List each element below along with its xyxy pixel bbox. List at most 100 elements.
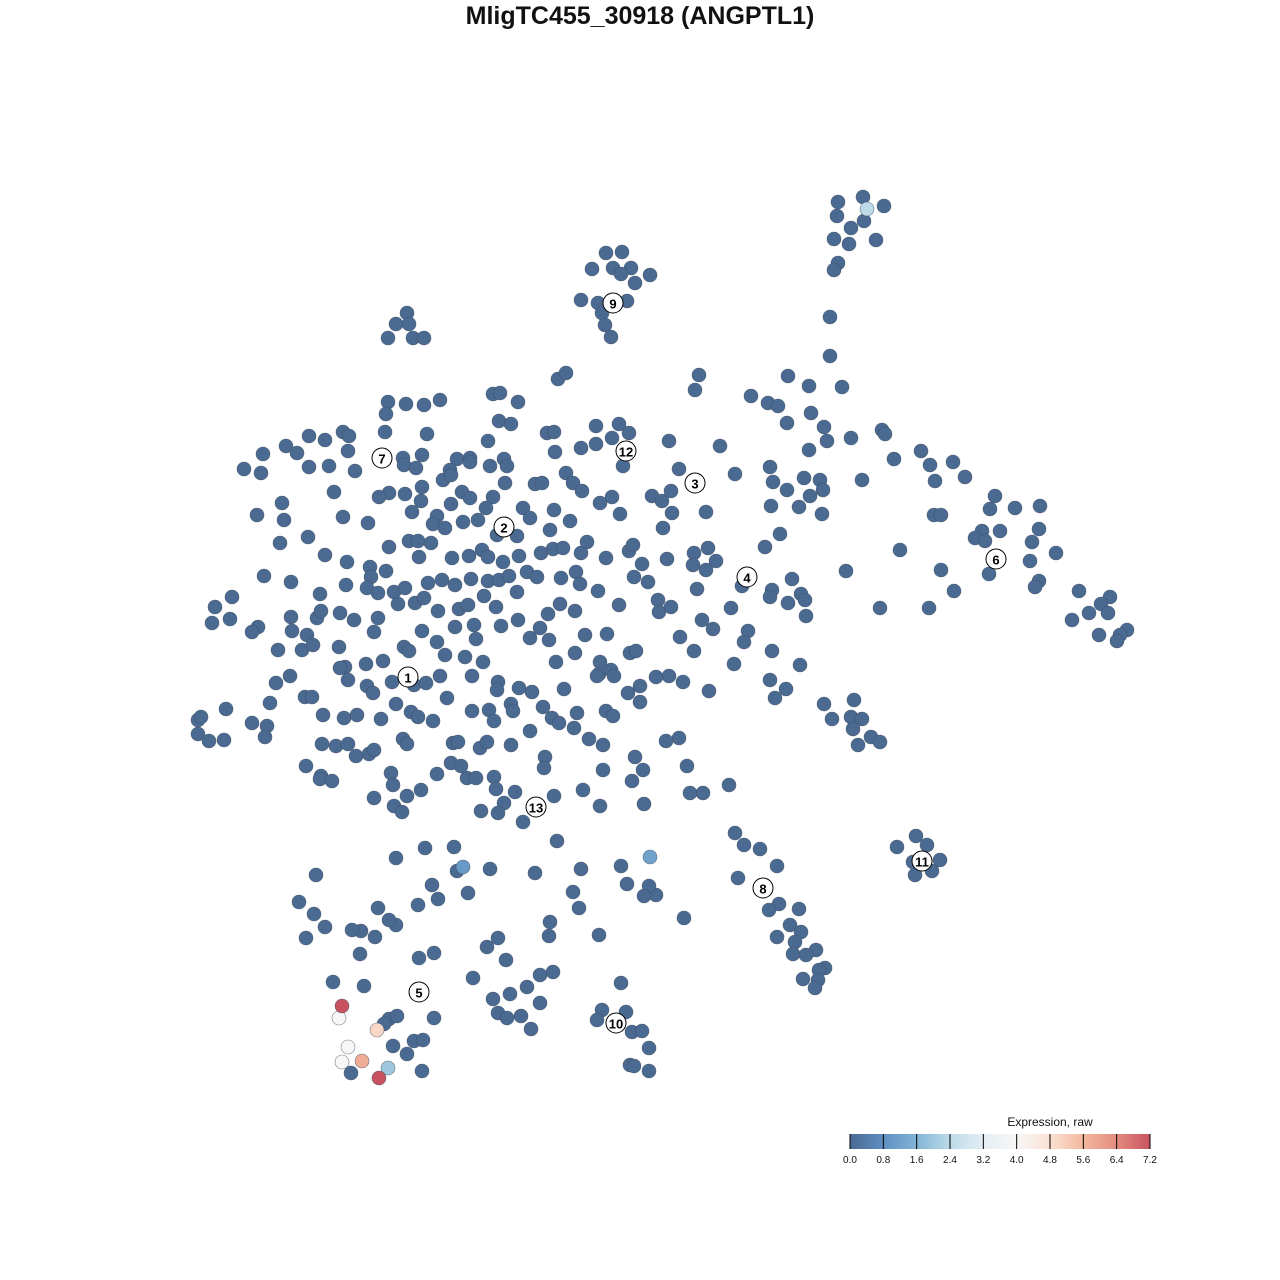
data-point: [784, 571, 800, 587]
data-point: [723, 600, 739, 616]
data-point: [946, 583, 962, 599]
cluster-label-3: 3: [684, 472, 706, 494]
data-point: [399, 1046, 415, 1062]
data-point: [331, 1010, 347, 1026]
colorbar-tick-label: 1.6: [910, 1155, 924, 1166]
data-point: [730, 870, 746, 886]
cluster-label-text: 8: [759, 882, 766, 897]
data-point: [772, 526, 788, 542]
cluster-label-4: 4: [736, 566, 758, 588]
data-point: [627, 275, 643, 291]
data-point: [375, 653, 391, 669]
data-point: [1064, 612, 1080, 628]
points-layer: [190, 189, 1135, 1086]
data-point: [876, 198, 892, 214]
data-point: [1091, 627, 1107, 643]
data-point: [1109, 633, 1125, 649]
data-point: [466, 617, 482, 633]
colorbar-tick-label: 7.2: [1143, 1155, 1157, 1166]
data-point: [444, 550, 460, 566]
data-point: [385, 1038, 401, 1054]
data-point: [589, 1012, 605, 1028]
data-point: [298, 758, 314, 774]
data-point: [473, 803, 489, 819]
data-point: [457, 649, 473, 665]
data-point: [689, 581, 705, 597]
data-point: [613, 266, 629, 282]
data-point: [394, 804, 410, 820]
data-point: [490, 805, 506, 821]
data-point: [488, 781, 504, 797]
data-point: [460, 885, 476, 901]
data-point: [268, 675, 284, 691]
data-point: [390, 596, 406, 612]
data-point: [410, 533, 426, 549]
data-point: [542, 522, 558, 538]
data-point: [1100, 605, 1116, 621]
cluster-label-9: 9: [602, 292, 624, 314]
cluster-label-text: 9: [609, 297, 616, 312]
data-point: [845, 721, 861, 737]
cluster-label-8: 8: [752, 877, 774, 899]
data-point: [708, 553, 724, 569]
data-point: [335, 509, 351, 525]
data-point: [778, 681, 794, 697]
data-point: [641, 1040, 657, 1056]
data-point: [326, 484, 342, 500]
data-point: [553, 570, 569, 586]
data-point: [752, 841, 768, 857]
data-point: [499, 1010, 515, 1026]
data-point: [636, 888, 652, 904]
data-point: [415, 1032, 431, 1048]
data-point: [627, 749, 643, 765]
data-point: [339, 554, 355, 570]
data-point: [798, 608, 814, 624]
data-point: [383, 765, 399, 781]
data-point: [541, 632, 557, 648]
data-point: [822, 309, 838, 325]
data-point: [370, 900, 386, 916]
data-point: [524, 684, 540, 700]
colorbar-tick-label: 4.8: [1043, 1155, 1057, 1166]
data-point: [569, 705, 585, 721]
data-point: [416, 397, 432, 413]
data-point: [527, 865, 543, 881]
data-point: [698, 562, 714, 578]
cluster-label-circle: [397, 666, 419, 688]
data-point: [545, 964, 561, 980]
data-point: [515, 500, 531, 516]
data-point: [416, 330, 432, 346]
cluster-label-text: 13: [529, 801, 543, 816]
data-point: [482, 458, 498, 474]
data-point: [503, 416, 519, 432]
data-point: [447, 577, 463, 593]
data-point: [854, 472, 870, 488]
data-point: [426, 1010, 442, 1026]
data-point: [388, 850, 404, 866]
data-point: [933, 507, 949, 523]
data-point: [648, 669, 664, 685]
data-point: [556, 681, 572, 697]
cluster-label-text: 1: [404, 671, 411, 686]
data-point: [380, 394, 396, 410]
data-point: [547, 444, 563, 460]
data-point: [367, 929, 383, 945]
data-point: [463, 571, 479, 587]
data-point: [552, 596, 568, 612]
data-point: [429, 634, 445, 650]
data-point: [575, 782, 591, 798]
colorbar-tick-label: 0.8: [876, 1155, 890, 1166]
data-point: [599, 626, 615, 642]
data-point: [933, 562, 949, 578]
data-point: [787, 934, 803, 950]
data-point: [640, 574, 656, 590]
data-point: [272, 535, 288, 551]
data-point: [522, 723, 538, 739]
data-point: [461, 548, 477, 564]
data-point: [712, 438, 728, 454]
data-point: [565, 884, 581, 900]
data-point: [822, 348, 838, 364]
data-point: [312, 586, 328, 602]
data-point: [682, 785, 698, 801]
